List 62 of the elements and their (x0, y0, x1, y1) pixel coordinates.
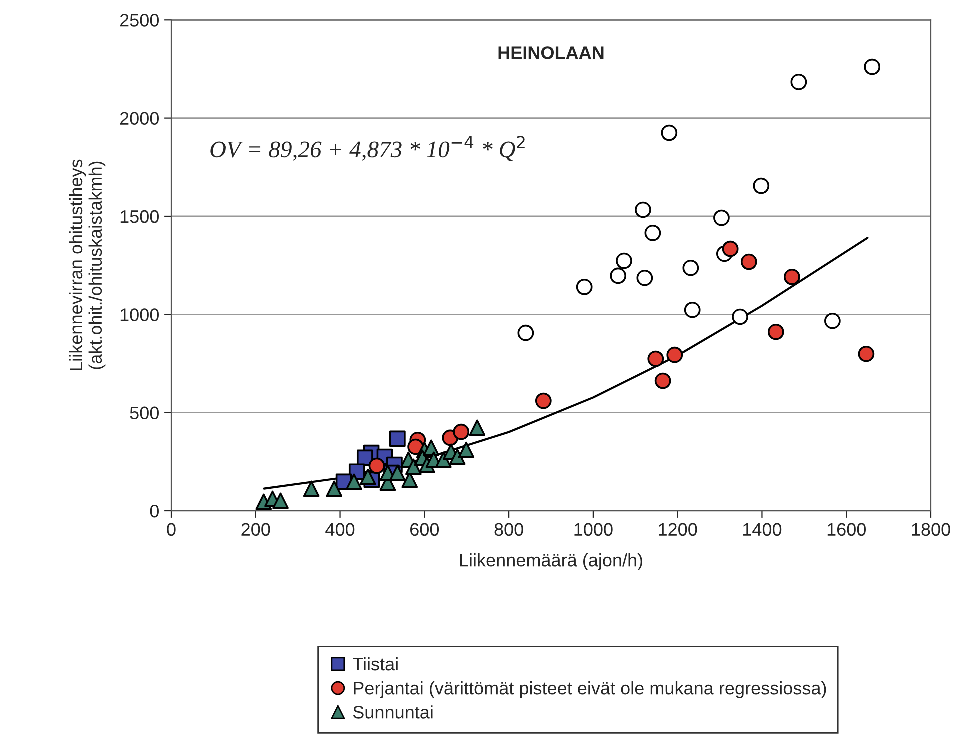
y-tick-label: 2500 (120, 14, 159, 27)
y-tick-label: 500 (130, 406, 159, 420)
y-tick-label: 2000 (120, 112, 159, 126)
legend-label: Tiistai (353, 657, 398, 671)
point (684, 302, 701, 318)
x-tick-label: 0 (167, 523, 176, 536)
x-axis-title: Liikennemäärä (ajon/h) (460, 554, 642, 570)
x-tick-label: 1200 (659, 523, 698, 536)
point (616, 252, 632, 270)
point (654, 372, 672, 390)
point (790, 74, 808, 90)
point (682, 260, 700, 276)
point (635, 202, 652, 218)
point (784, 268, 800, 286)
point (518, 324, 534, 342)
point (389, 430, 406, 448)
point (389, 464, 406, 482)
point (666, 346, 684, 364)
point (610, 268, 627, 284)
point (406, 458, 422, 476)
x-tick-label: 1000 (574, 523, 613, 536)
x-tick-label: 1600 (828, 523, 866, 536)
point (740, 254, 758, 270)
point (768, 324, 784, 340)
x-tick-label: 400 (326, 523, 355, 536)
x-tick-label: 600 (410, 523, 440, 536)
point (753, 178, 770, 194)
point (303, 480, 320, 498)
point (824, 312, 841, 330)
y-tick-label: 1000 (120, 308, 159, 322)
x-tick-label: 200 (242, 523, 270, 536)
point (326, 480, 343, 498)
point (272, 492, 289, 510)
point (423, 440, 440, 456)
legend-label: Sunnuntai (353, 706, 433, 719)
legend-label: Perjantai (värittömät pisteet eivät ole mukana regressiossa) (354, 682, 826, 698)
x-tick-label: 1400 (744, 523, 782, 536)
text: HEINOLAAN (498, 46, 604, 60)
x-tick-label: 800 (494, 523, 524, 536)
point (360, 468, 376, 486)
point (714, 210, 730, 226)
point (732, 308, 748, 326)
point (864, 58, 881, 76)
y-tick-label: 1500 (120, 210, 159, 224)
point (449, 448, 466, 466)
point (346, 474, 362, 490)
annotation: OV = 89,26 + 4,873 * 10$^{−4}$ * Q$^{2}$ (210, 136, 525, 162)
point (648, 350, 664, 368)
point (644, 224, 662, 242)
point (636, 270, 654, 286)
point (368, 458, 386, 474)
point (458, 442, 475, 458)
point (858, 346, 875, 362)
y-tick-label: 0 (150, 504, 159, 518)
point (469, 420, 486, 436)
x-tick-label: 1800 (912, 523, 950, 536)
y-axis-title: Liikennevirran ohitustiheys (akt.ohit./ohituskaistakmh) (69, 160, 106, 370)
point (535, 392, 552, 410)
point (576, 278, 593, 296)
point (722, 240, 739, 258)
point (453, 424, 470, 440)
point (661, 124, 678, 142)
